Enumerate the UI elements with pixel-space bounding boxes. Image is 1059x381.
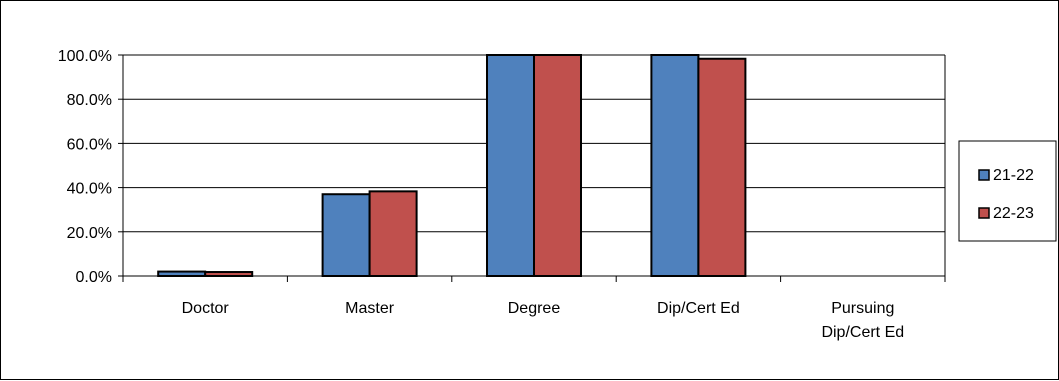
y-tick-label: 80.0% xyxy=(67,92,112,109)
legend-swatch xyxy=(978,169,990,181)
legend-swatch xyxy=(978,207,990,219)
bar xyxy=(368,190,418,277)
x-tick-label: Degree xyxy=(508,300,561,317)
bar xyxy=(533,54,582,277)
y-tick-label: 40.0% xyxy=(67,181,112,198)
bar xyxy=(204,271,254,278)
bar xyxy=(650,54,700,277)
y-tick-label: 60.0% xyxy=(67,136,112,153)
x-tick-label: Dip/Cert Ed xyxy=(821,324,904,341)
x-tick-label: Master xyxy=(345,300,395,317)
bar xyxy=(157,270,207,277)
legend-label: 22-23 xyxy=(993,205,1034,222)
y-tick-label: 0.0% xyxy=(76,269,112,286)
bar xyxy=(321,193,371,277)
x-tick-label: Doctor xyxy=(182,300,230,317)
legend xyxy=(958,140,1057,242)
x-tick-label: Pursuing xyxy=(831,300,894,317)
bar xyxy=(486,54,535,277)
legend-label: 21-22 xyxy=(993,167,1034,184)
y-tick-label: 100.0% xyxy=(58,48,112,65)
x-tick-label: Dip/Cert Ed xyxy=(657,300,740,317)
y-tick-label: 20.0% xyxy=(67,225,112,242)
bar xyxy=(697,57,747,277)
